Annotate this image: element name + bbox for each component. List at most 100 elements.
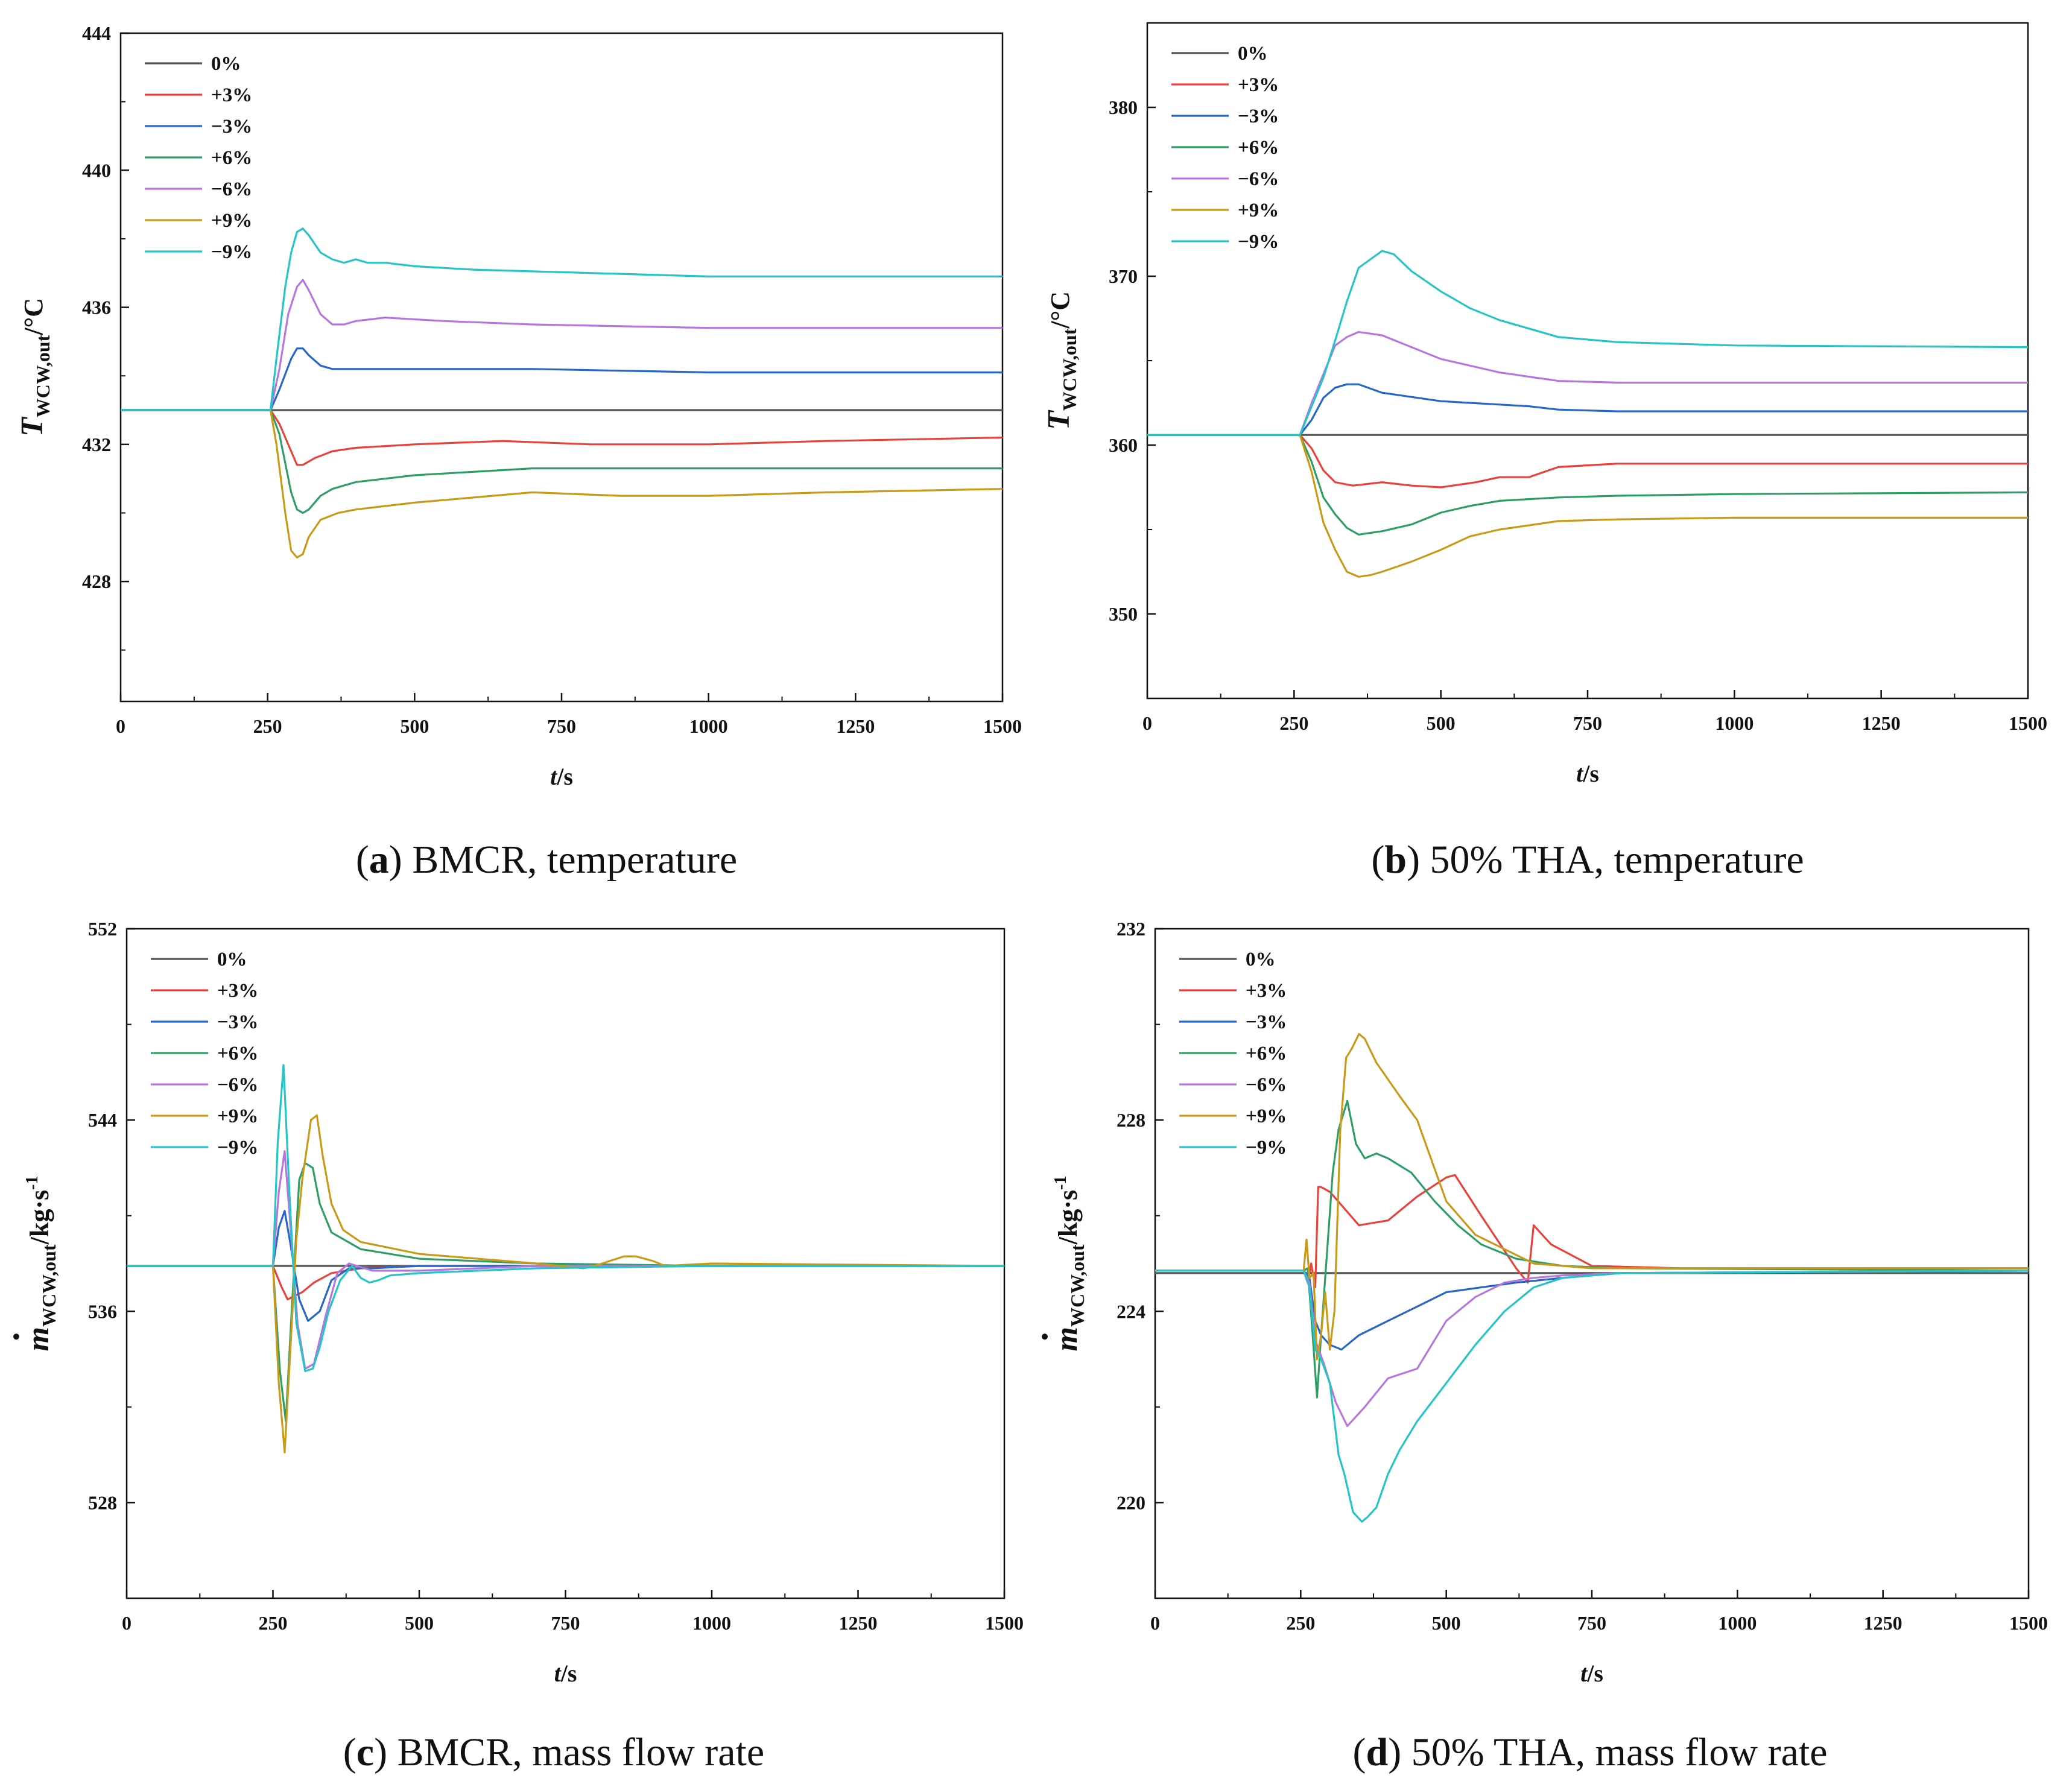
legend-label-0: 0%	[217, 949, 247, 970]
x-tick-label: 1500	[2009, 712, 2047, 734]
flow-rate-dot	[1042, 1333, 1048, 1340]
series-line-5	[127, 1114, 1004, 1453]
legend-label-3: +6%	[217, 1043, 258, 1064]
x-tick-label: 250	[1286, 1612, 1315, 1634]
series-line-3	[121, 409, 1003, 514]
svg-text:TWCW,out/°C: TWCW,out/°C	[15, 298, 54, 437]
legend-label-4: −6%	[1246, 1074, 1287, 1096]
legend-label-1: +3%	[1246, 980, 1287, 1002]
legend-label-6: −9%	[1238, 231, 1279, 253]
series-line-5	[1147, 434, 2028, 578]
legend-label-2: −3%	[211, 116, 252, 138]
x-tick-label: 500	[1427, 712, 1456, 734]
svg-text:TWCW,out/°C: TWCW,out/°C	[1042, 291, 1080, 430]
series-line-2	[121, 347, 1003, 411]
x-tick-label: 1250	[839, 1612, 878, 1634]
y-tick-label: 436	[82, 297, 111, 318]
flow-rate-dot	[13, 1333, 19, 1340]
x-tick-label: 750	[547, 715, 576, 737]
chart-panel-a: 0 250 500 750 1000 1250 1500 428 432 436 440 444 0% +…	[15, 22, 1022, 882]
legend: 0% +3% −3% +6% −6% +9% −9%	[151, 949, 258, 1159]
x-tick-label: 0	[1150, 1612, 1160, 1634]
x-tick-label: 1000	[1718, 1612, 1757, 1634]
series-group	[1155, 1033, 2029, 1523]
x-tick-label: 1000	[692, 1612, 731, 1634]
legend: 0% +3% −3% +6% −6% +9% −9%	[1179, 949, 1287, 1159]
x-axis-title: t/s	[1580, 1660, 1603, 1687]
x-tick-label: 750	[1573, 712, 1602, 734]
series-line-6	[127, 1064, 1004, 1372]
series-line-4	[121, 279, 1003, 411]
x-tick-label: 1250	[1862, 712, 1901, 734]
chart-panel-d: 0 250 500 750 1000 1250 1500 220 224 228 232 0% +3% −…	[1042, 918, 2048, 1774]
x-tick-label: 0	[1142, 712, 1152, 734]
x-tick-label: 500	[400, 715, 429, 737]
series-line-2	[1155, 1270, 2029, 1351]
x-tick-label: 1500	[983, 715, 1022, 737]
x-axis-title: t/s	[1576, 760, 1599, 787]
y-axis-title: mWCW,out/kg·s-1	[1042, 1176, 1088, 1352]
x-tick-label: 1000	[1715, 712, 1754, 734]
series-line-1	[1147, 434, 2028, 489]
legend-label-4: −6%	[217, 1074, 258, 1096]
series-line-3	[1147, 434, 2028, 536]
legend-label-6: −9%	[211, 241, 252, 263]
y-tick-label: 552	[88, 918, 117, 940]
legend-label-3: +6%	[211, 147, 252, 169]
series-line-6	[121, 227, 1003, 411]
series-line-2	[127, 1210, 1004, 1322]
legend: 0% +3% −3% +6% −6% +9% −9%	[1171, 43, 1279, 253]
y-tick-label: 536	[88, 1300, 117, 1322]
x-tick-label: 1500	[2009, 1612, 2048, 1634]
series-line-3	[127, 1162, 1004, 1423]
x-tick-label: 500	[1432, 1612, 1461, 1634]
y-tick-label: 544	[88, 1109, 117, 1131]
legend-label-0: 0%	[1238, 43, 1268, 65]
panel-caption: (b) 50% THA, temperature	[1371, 838, 1804, 882]
legend-label-4: −6%	[1238, 168, 1279, 190]
panel-caption: (a) BMCR, temperature	[356, 838, 737, 882]
series-group	[121, 227, 1003, 559]
legend-label-2: −3%	[217, 1011, 258, 1033]
series-line-1	[121, 409, 1003, 466]
x-axis-title: t/s	[554, 1660, 577, 1687]
y-tick-label: 432	[82, 434, 111, 455]
y-tick-label: 228	[1117, 1109, 1145, 1131]
y-tick-label: 440	[82, 159, 111, 181]
chart-panel-b: 0 250 500 750 1000 1250 1500 350 360 370 380 0% +3% −…	[1042, 22, 2047, 882]
legend-label-3: +6%	[1246, 1043, 1287, 1064]
legend-label-5: +9%	[1238, 200, 1279, 221]
x-tick-label: 0	[116, 715, 125, 737]
legend-label-2: −3%	[1246, 1011, 1287, 1033]
legend-label-6: −9%	[217, 1137, 258, 1159]
series-line-6	[1155, 1270, 2029, 1523]
series-line-4	[1147, 331, 2028, 436]
legend-label-6: −9%	[1246, 1137, 1287, 1159]
x-tick-label: 500	[405, 1612, 434, 1634]
y-axis-title: TWCW,out/°C	[15, 298, 54, 437]
legend-label-1: +3%	[1238, 74, 1279, 96]
legend-label-5: +9%	[217, 1105, 258, 1127]
panel-caption: (c) BMCR, mass flow rate	[343, 1730, 764, 1774]
legend-label-1: +3%	[211, 84, 252, 106]
panel-caption: (d) 50% THA, mass flow rate	[1353, 1730, 1828, 1774]
legend: 0% +3% −3% +6% −6% +9% −9%	[145, 53, 252, 263]
x-tick-label: 0	[122, 1612, 131, 1634]
svg-text:mWCW,out/kg·s-1: mWCW,out/kg·s-1	[21, 1176, 60, 1352]
x-tick-label: 1000	[689, 715, 728, 737]
legend-label-3: +6%	[1238, 137, 1279, 159]
series-group	[127, 1064, 1004, 1453]
x-tick-label: 1250	[1864, 1612, 1903, 1634]
x-axis-title: t/s	[550, 763, 573, 790]
y-tick-label: 232	[1117, 918, 1145, 940]
chart-panel-c: 0 250 500 750 1000 1250 1500 528 536 544 552 0% +3% −…	[13, 918, 1024, 1774]
series-line-6	[1147, 250, 2028, 436]
x-tick-label: 750	[1577, 1612, 1606, 1634]
y-axis-title: mWCW,out/kg·s-1	[13, 1176, 60, 1352]
y-tick-label: 224	[1117, 1300, 1145, 1322]
y-tick-label: 220	[1117, 1491, 1145, 1513]
y-tick-label: 444	[82, 22, 111, 44]
x-tick-label: 1250	[836, 715, 875, 737]
legend-label-1: +3%	[217, 980, 258, 1002]
svg-text:mWCW,out/kg·s-1: mWCW,out/kg·s-1	[1050, 1176, 1088, 1352]
